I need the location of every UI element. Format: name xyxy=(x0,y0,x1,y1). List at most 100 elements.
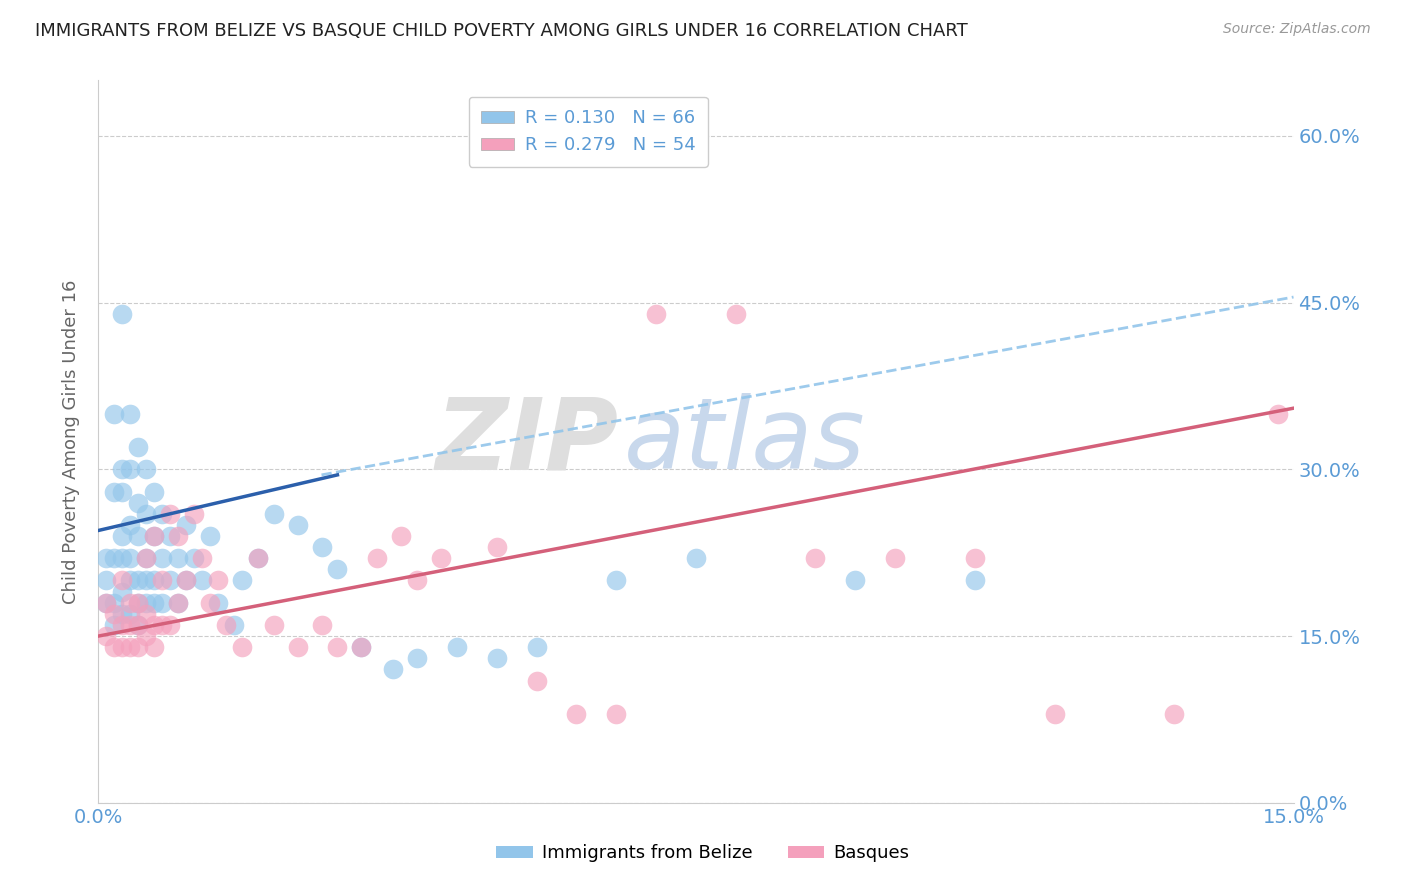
Point xyxy=(96,574,118,588)
Point xyxy=(111,618,134,632)
Point xyxy=(103,407,125,421)
Point xyxy=(111,529,134,543)
Point xyxy=(311,618,333,632)
Point xyxy=(103,484,125,499)
Point xyxy=(159,529,181,543)
Text: atlas: atlas xyxy=(624,393,866,490)
Point xyxy=(183,507,205,521)
Point xyxy=(120,551,142,566)
Point xyxy=(127,596,149,610)
Point xyxy=(127,596,149,610)
Point xyxy=(127,574,149,588)
Point xyxy=(111,484,134,499)
Point xyxy=(231,574,253,588)
Point xyxy=(231,640,253,655)
Point xyxy=(159,618,181,632)
Point xyxy=(120,596,142,610)
Point xyxy=(127,618,149,632)
Point xyxy=(389,529,412,543)
Point xyxy=(207,596,229,610)
Point xyxy=(174,574,197,588)
Point xyxy=(96,596,118,610)
Point xyxy=(167,529,190,543)
Point xyxy=(287,517,309,532)
Point xyxy=(120,618,142,632)
Legend: Immigrants from Belize, Basques: Immigrants from Belize, Basques xyxy=(489,838,917,870)
Point xyxy=(191,551,214,566)
Point xyxy=(804,551,827,566)
Point xyxy=(150,507,173,521)
Point xyxy=(135,551,157,566)
Point xyxy=(159,507,181,521)
Point xyxy=(183,551,205,566)
Point xyxy=(724,307,747,321)
Point xyxy=(198,596,221,610)
Point xyxy=(96,551,118,566)
Point xyxy=(120,407,142,421)
Point xyxy=(246,551,269,566)
Point xyxy=(120,640,142,655)
Point xyxy=(485,540,508,554)
Point xyxy=(326,562,349,576)
Point xyxy=(103,607,125,621)
Point xyxy=(127,529,149,543)
Point xyxy=(350,640,373,655)
Text: Source: ZipAtlas.com: Source: ZipAtlas.com xyxy=(1223,22,1371,37)
Point xyxy=(526,673,548,688)
Point xyxy=(1267,407,1289,421)
Point xyxy=(120,607,142,621)
Point xyxy=(207,574,229,588)
Point xyxy=(222,618,245,632)
Point xyxy=(963,574,986,588)
Point xyxy=(103,618,125,632)
Point xyxy=(382,662,405,676)
Point xyxy=(263,507,285,521)
Point xyxy=(111,640,134,655)
Point xyxy=(103,640,125,655)
Point xyxy=(150,596,173,610)
Point xyxy=(127,496,149,510)
Point xyxy=(135,629,157,643)
Point xyxy=(1043,706,1066,721)
Point xyxy=(605,706,627,721)
Point xyxy=(103,596,125,610)
Point xyxy=(191,574,214,588)
Point xyxy=(565,706,588,721)
Point xyxy=(135,596,157,610)
Y-axis label: Child Poverty Among Girls Under 16: Child Poverty Among Girls Under 16 xyxy=(62,279,80,604)
Point xyxy=(246,551,269,566)
Point xyxy=(406,651,429,665)
Point xyxy=(127,640,149,655)
Point xyxy=(685,551,707,566)
Point xyxy=(844,574,866,588)
Point xyxy=(150,618,173,632)
Point xyxy=(150,551,173,566)
Point xyxy=(198,529,221,543)
Text: IMMIGRANTS FROM BELIZE VS BASQUE CHILD POVERTY AMONG GIRLS UNDER 16 CORRELATION : IMMIGRANTS FROM BELIZE VS BASQUE CHILD P… xyxy=(35,22,967,40)
Point xyxy=(111,307,134,321)
Point xyxy=(111,551,134,566)
Point xyxy=(526,640,548,655)
Point xyxy=(135,462,157,476)
Point xyxy=(1163,706,1185,721)
Point xyxy=(143,618,166,632)
Point xyxy=(96,596,118,610)
Point xyxy=(150,574,173,588)
Point xyxy=(167,596,190,610)
Legend: R = 0.130   N = 66, R = 0.279   N = 54: R = 0.130 N = 66, R = 0.279 N = 54 xyxy=(468,96,709,167)
Point xyxy=(326,640,349,655)
Point xyxy=(446,640,468,655)
Point xyxy=(311,540,333,554)
Point xyxy=(963,551,986,566)
Point xyxy=(350,640,373,655)
Point xyxy=(174,574,197,588)
Point xyxy=(366,551,388,566)
Point xyxy=(111,462,134,476)
Point xyxy=(135,551,157,566)
Point xyxy=(111,584,134,599)
Point xyxy=(430,551,453,566)
Point xyxy=(103,551,125,566)
Point xyxy=(96,629,118,643)
Point xyxy=(135,607,157,621)
Point xyxy=(645,307,668,321)
